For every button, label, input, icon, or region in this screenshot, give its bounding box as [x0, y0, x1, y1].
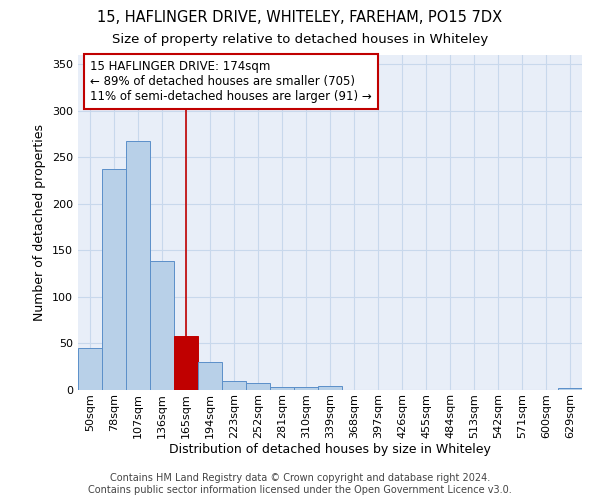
Bar [558, 388, 582, 390]
Bar [102, 170, 126, 390]
Text: Contains HM Land Registry data © Crown copyright and database right 2024.
Contai: Contains HM Land Registry data © Crown c… [88, 474, 512, 495]
Text: Size of property relative to detached houses in Whiteley: Size of property relative to detached ho… [112, 32, 488, 46]
Bar [78, 348, 102, 390]
Bar [174, 336, 198, 390]
Bar [270, 387, 294, 390]
Bar [294, 387, 318, 390]
Bar [222, 380, 246, 390]
Y-axis label: Number of detached properties: Number of detached properties [34, 124, 46, 321]
Bar [198, 362, 222, 390]
Bar [246, 384, 270, 390]
Bar [318, 386, 342, 390]
Bar [126, 140, 150, 390]
Bar [150, 260, 174, 390]
Text: 15, HAFLINGER DRIVE, WHITELEY, FAREHAM, PO15 7DX: 15, HAFLINGER DRIVE, WHITELEY, FAREHAM, … [97, 10, 503, 25]
Text: 15 HAFLINGER DRIVE: 174sqm
← 89% of detached houses are smaller (705)
11% of sem: 15 HAFLINGER DRIVE: 174sqm ← 89% of deta… [90, 60, 372, 102]
X-axis label: Distribution of detached houses by size in Whiteley: Distribution of detached houses by size … [169, 444, 491, 456]
